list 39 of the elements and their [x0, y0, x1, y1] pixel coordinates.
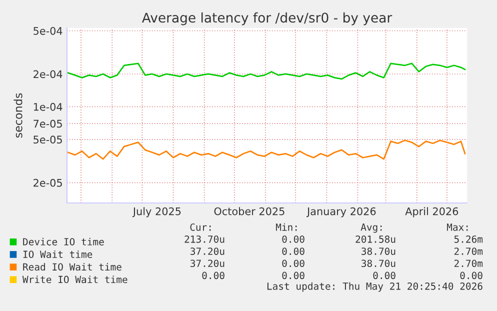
- y-tick-label: 2e-05: [34, 178, 62, 187]
- line-series: [67, 140, 466, 160]
- text: Last update: Thu May 21 20:25:40 2026: [267, 282, 482, 292]
- text: 0.00: [460, 272, 482, 280]
- y-tick-label: 1e-04: [34, 102, 62, 111]
- y-tick-label: 5e-04: [34, 26, 62, 35]
- legend-label: IO Wait time: [23, 250, 92, 258]
- y-tick-label: 2e-04: [34, 70, 62, 78]
- y-axis-title: seconds: [14, 93, 22, 138]
- text: 0.00: [282, 235, 304, 243]
- x-tick-label: October 2025: [214, 207, 284, 216]
- legend-label: Write IO Wait time: [22, 276, 128, 284]
- text: 201.58u: [356, 235, 396, 243]
- y-tick-label: 7e-05: [34, 120, 62, 128]
- text: 0.00: [202, 272, 224, 280]
- text: Min:: [276, 223, 297, 231]
- text: 38.70u: [362, 248, 396, 255]
- text: 0.00: [373, 272, 396, 280]
- text: Max:: [446, 224, 468, 231]
- x-tick-label: July 2025: [132, 207, 181, 218]
- text: 0.00: [282, 260, 304, 268]
- text: 0.00: [282, 248, 304, 255]
- text: Cur:: [190, 223, 211, 231]
- text: 5.26m: [454, 235, 483, 243]
- text: 0.00: [282, 272, 304, 280]
- text: 2.70m: [454, 248, 483, 255]
- text: 37.20u: [190, 248, 224, 255]
- legend-label: Read IO Wait time: [23, 263, 122, 271]
- line-series: [67, 62, 466, 80]
- x-tick-label: April 2026: [405, 207, 458, 218]
- text: 38.70u: [362, 260, 396, 268]
- text: 213.70u: [184, 235, 224, 243]
- text: 2.70m: [454, 260, 483, 268]
- x-tick-label: January 2026: [306, 207, 376, 218]
- chart-title: Average latency for /dev/sr0 - by year: [142, 12, 392, 26]
- text: Avg:: [360, 224, 382, 233]
- legend-label: Device IO time: [23, 238, 104, 246]
- y-tick-label: 5e-05: [34, 136, 62, 144]
- text: 37.20u: [190, 260, 224, 268]
